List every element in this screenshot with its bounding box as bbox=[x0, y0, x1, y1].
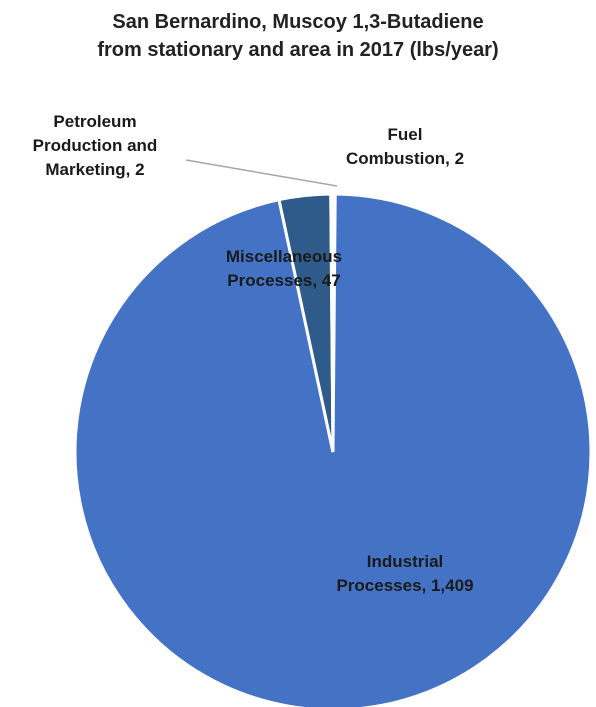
data-label-miscellaneous-processes: Miscellaneous Processes, 47 bbox=[226, 247, 342, 290]
data-label-line: Processes, 47 bbox=[227, 271, 340, 290]
chart-title-line-2: from stationary and area in 2017 (lbs/ye… bbox=[97, 39, 499, 61]
data-label-line: Combustion, 2 bbox=[346, 149, 464, 168]
data-label-fuel-combustion: Fuel Combustion, 2 bbox=[346, 125, 464, 168]
leader-line-petroleum-production-and-marketing bbox=[185, 159, 338, 187]
chart-title: San Bernardino, Muscoy 1,3-Butadiene fro… bbox=[0, 8, 596, 64]
data-label-line: Fuel bbox=[388, 125, 423, 144]
chart-title-line-1: San Bernardino, Muscoy 1,3-Butadiene bbox=[112, 11, 484, 33]
data-label-industrial-processes: Industrial Processes, 1,409 bbox=[336, 552, 473, 595]
data-label-line: Industrial bbox=[367, 552, 444, 571]
data-label-line: Miscellaneous bbox=[226, 247, 342, 266]
data-label-petroleum-production-and-marketing: Petroleum Production and Marketing, 2 bbox=[33, 112, 158, 179]
pie-slice-petroleum-production-and-marketing bbox=[329, 192, 335, 453]
data-label-line: Marketing, 2 bbox=[45, 160, 144, 179]
data-label-line: Petroleum bbox=[53, 112, 136, 131]
data-label-line: Production and bbox=[33, 136, 158, 155]
data-label-line: Processes, 1,409 bbox=[336, 576, 473, 595]
pie-slice-industrial-processes bbox=[73, 192, 593, 707]
